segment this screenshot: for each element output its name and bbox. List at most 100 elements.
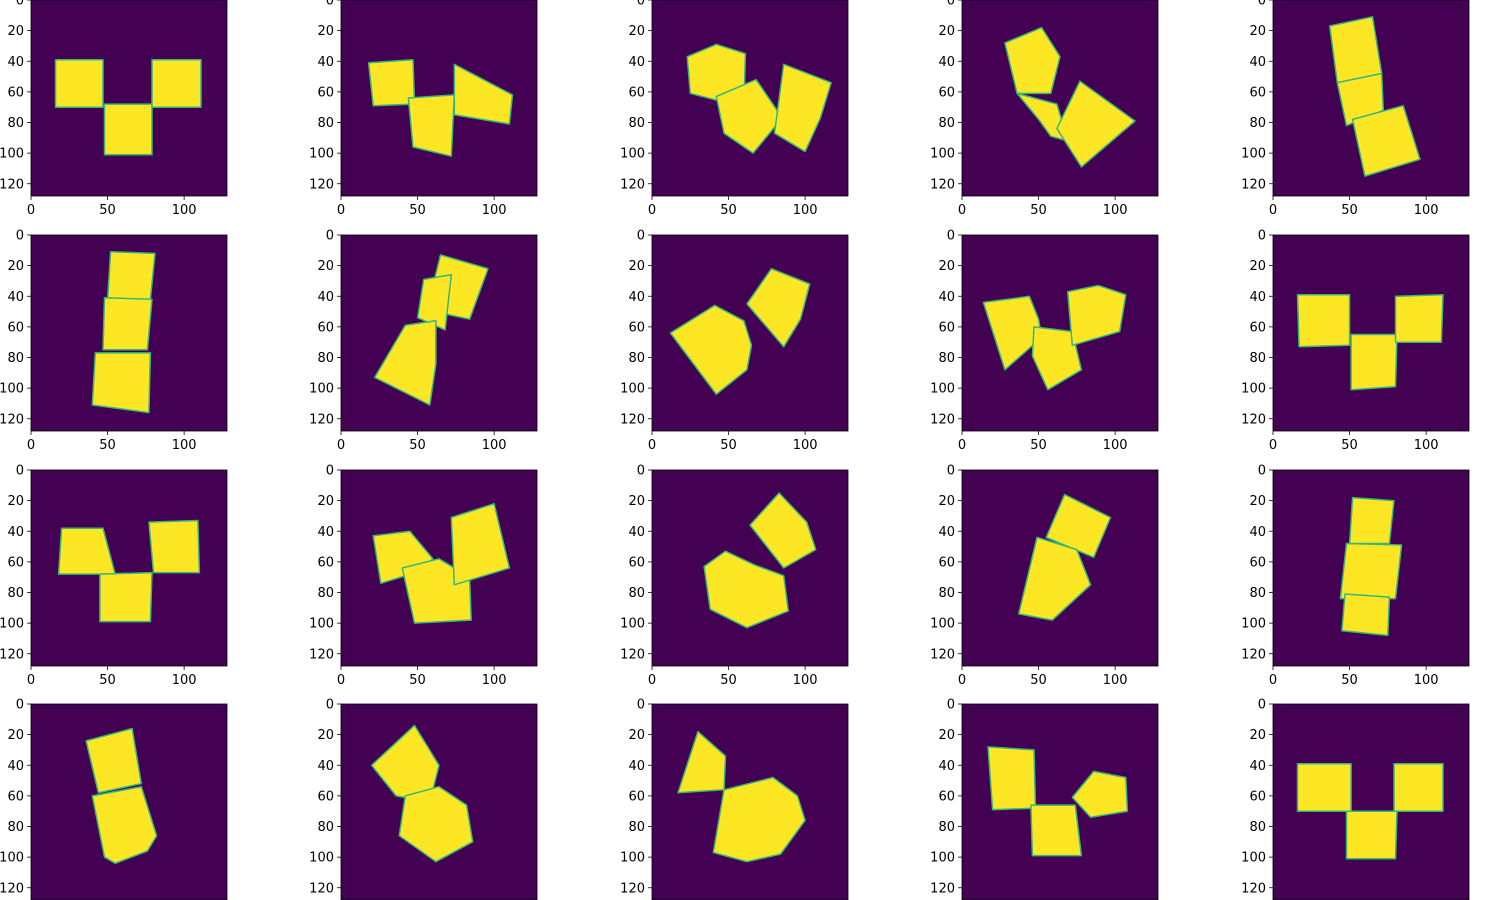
panel-frame <box>30 0 228 197</box>
panel-frame <box>961 234 1159 432</box>
y-tick-label: 40 <box>1249 759 1266 774</box>
x-tick-label: 50 <box>99 438 116 453</box>
y-tick-label: 120 <box>620 177 645 192</box>
y-tick-label: 60 <box>1249 789 1266 804</box>
y-tick-label: 20 <box>1249 24 1266 39</box>
y-tick-label: 120 <box>0 647 24 662</box>
shape-polygon <box>1071 770 1129 819</box>
y-tick-label: 60 <box>1249 320 1266 335</box>
y-tick-label: 40 <box>7 525 24 540</box>
y-tick-label: 100 <box>0 382 24 397</box>
y-tick-label: 40 <box>628 290 645 305</box>
x-tick-label: 0 <box>1269 203 1277 218</box>
y-tick-label: 120 <box>309 881 334 896</box>
y-tick-label: 80 <box>1249 351 1266 366</box>
y-tick-label: 60 <box>317 555 334 570</box>
x-tick-label: 0 <box>337 203 345 218</box>
x-tick-label: 50 <box>1341 673 1358 688</box>
panel-frame <box>961 469 1159 667</box>
y-tick-label: 120 <box>309 177 334 192</box>
y-tick-label: 60 <box>938 789 955 804</box>
y-tick-label: 20 <box>317 494 334 509</box>
shape-polygon <box>102 297 153 351</box>
y-tick-label: 20 <box>7 728 24 743</box>
y-tick-label: 100 <box>309 382 334 397</box>
y-tick-label: 40 <box>628 55 645 70</box>
x-tick-label: 0 <box>648 438 656 453</box>
x-tick-label: 50 <box>720 438 737 453</box>
y-tick-label: 20 <box>628 494 645 509</box>
y-tick-label: 0 <box>1258 229 1266 244</box>
shape-polygon <box>450 502 511 586</box>
x-tick-label: 50 <box>1341 438 1358 453</box>
y-tick-label: 0 <box>326 229 334 244</box>
y-tick-label: 40 <box>628 759 645 774</box>
y-tick-label: 0 <box>1258 0 1266 9</box>
y-tick-label: 120 <box>309 647 334 662</box>
shape-polygon <box>1348 496 1395 545</box>
y-tick-label: 60 <box>628 320 645 335</box>
y-tick-label: 100 <box>1241 382 1266 397</box>
y-tick-label: 80 <box>1249 820 1266 835</box>
shape-polygon <box>1017 536 1092 621</box>
x-tick-label: 50 <box>99 203 116 218</box>
y-tick-label: 40 <box>317 759 334 774</box>
panel-r3-c2: 0 20 40 60 80 100 120 <box>620 698 849 900</box>
y-tick-label: 40 <box>7 55 24 70</box>
y-tick-label: 100 <box>620 382 645 397</box>
panel-frame <box>961 703 1159 900</box>
y-tick-label: 80 <box>628 351 645 366</box>
y-tick-label: 80 <box>7 351 24 366</box>
y-tick-label: 0 <box>637 464 645 479</box>
x-tick-label: 50 <box>1341 203 1358 218</box>
panel-frame <box>340 703 538 900</box>
shape-polygon <box>99 571 153 623</box>
y-tick-label: 80 <box>317 820 334 835</box>
y-tick-label: 80 <box>7 820 24 835</box>
shape-polygon <box>407 94 456 157</box>
y-tick-label: 20 <box>938 728 955 743</box>
shape-polygon <box>703 550 790 629</box>
y-tick-label: 80 <box>628 586 645 601</box>
panel-frame <box>651 703 849 900</box>
x-tick-label: 100 <box>482 438 507 453</box>
y-tick-label: 60 <box>938 320 955 335</box>
y-tick-label: 120 <box>620 412 645 427</box>
shape-polygon <box>1296 293 1351 348</box>
y-tick-label: 20 <box>317 728 334 743</box>
y-tick-label: 80 <box>1249 586 1266 601</box>
y-tick-label: 100 <box>1241 851 1266 866</box>
x-tick-label: 100 <box>172 438 197 453</box>
shape-polygon <box>1296 762 1352 812</box>
x-tick-label: 100 <box>1414 673 1439 688</box>
panel-r3-c1: 0 20 40 60 80 100 120 <box>309 698 538 900</box>
panel-r3-c0: 0 20 40 60 80 100 120 <box>0 698 228 900</box>
shape-polygon <box>1350 333 1398 391</box>
x-tick-label: 100 <box>793 673 818 688</box>
y-tick-label: 40 <box>1249 525 1266 540</box>
y-tick-label: 40 <box>628 525 645 540</box>
x-tick-label: 100 <box>793 438 818 453</box>
y-tick-label: 60 <box>938 555 955 570</box>
x-tick-label: 100 <box>172 673 197 688</box>
shape-polygon <box>1394 293 1444 343</box>
y-tick-label: 40 <box>1249 290 1266 305</box>
panel-r3-c4: 0 20 40 60 80 100 120 <box>1241 698 1470 900</box>
shape-polygon <box>151 58 202 108</box>
x-tick-label: 50 <box>409 438 426 453</box>
y-tick-label: 20 <box>628 24 645 39</box>
x-tick-label: 0 <box>1269 438 1277 453</box>
panel-frame <box>340 0 538 197</box>
y-tick-label: 100 <box>0 617 24 632</box>
y-tick-label: 20 <box>7 259 24 274</box>
x-tick-label: 100 <box>172 203 197 218</box>
x-tick-label: 0 <box>337 438 345 453</box>
y-tick-label: 0 <box>1258 698 1266 713</box>
y-tick-label: 100 <box>930 382 955 397</box>
y-tick-label: 60 <box>7 85 24 100</box>
x-tick-label: 0 <box>1269 673 1277 688</box>
shape-polygon <box>669 304 753 396</box>
